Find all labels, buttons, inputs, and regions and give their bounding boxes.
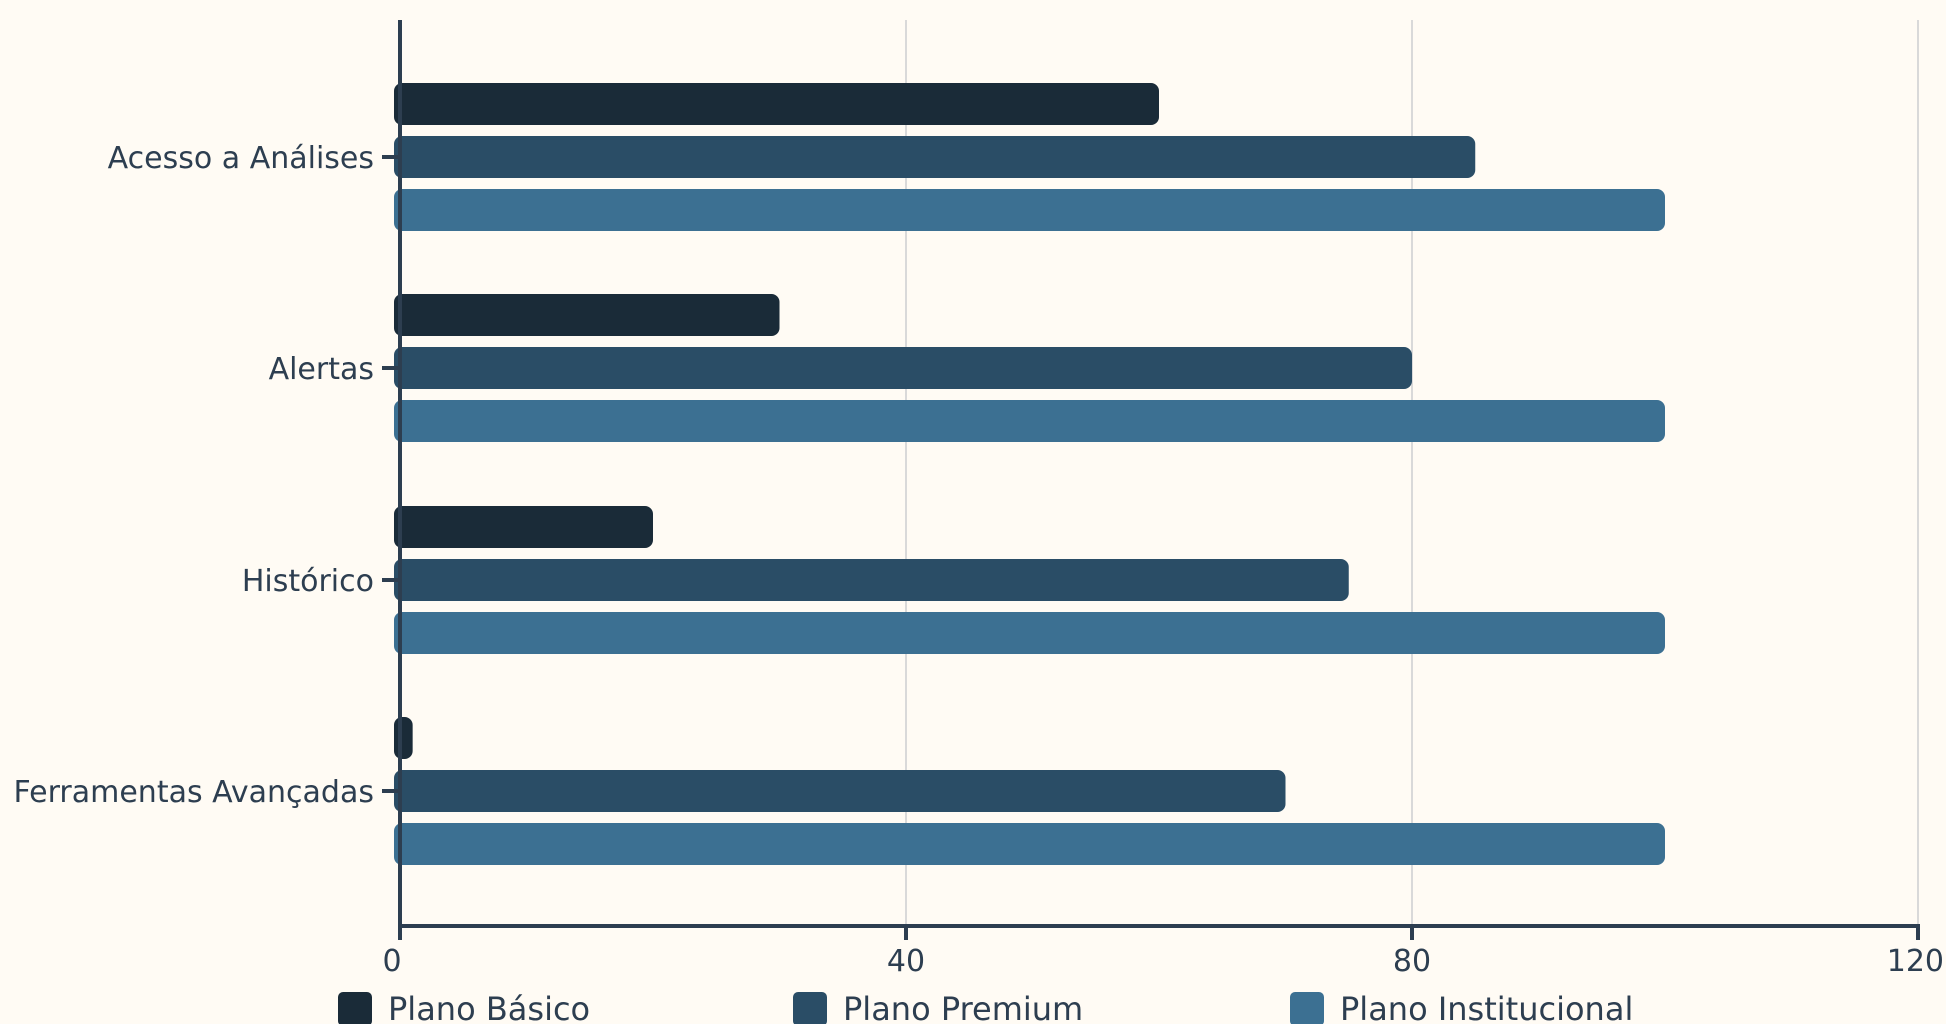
legend-item: Plano Premium	[793, 990, 1083, 1024]
x-tick-labels: 0 40 80 120	[382, 944, 1944, 979]
bar	[394, 189, 1665, 231]
legend-item: Plano Básico	[338, 990, 590, 1024]
bar	[394, 770, 1286, 812]
bar	[394, 717, 413, 759]
legend-label: Plano Premium	[843, 990, 1083, 1024]
bar	[394, 400, 1665, 442]
legend-item: Plano Institucional	[1290, 990, 1633, 1024]
bar	[394, 294, 780, 336]
legend: Plano Básico Plano Premium Plano Instituci…	[338, 990, 1633, 1024]
x-tick-label: 120	[1887, 944, 1944, 979]
x-tick-label: 40	[887, 944, 925, 979]
bar	[394, 136, 1476, 178]
category-label: Ferramentas Avançadas	[14, 775, 374, 810]
bar	[394, 506, 653, 548]
x-tick-label: 80	[1393, 944, 1431, 979]
bars	[394, 83, 1665, 865]
bar	[394, 559, 1349, 601]
category-label: Alertas	[269, 352, 374, 387]
category-labels: Acesso a Análises Alertas Histórico Ferrame…	[14, 141, 374, 810]
bar	[394, 347, 1412, 389]
bar	[394, 83, 1159, 125]
bar	[394, 612, 1665, 654]
category-label: Histórico	[242, 564, 374, 599]
legend-swatch	[338, 992, 372, 1024]
category-label: Acesso a Análises	[108, 141, 374, 176]
axes	[382, 20, 1920, 940]
bar	[394, 823, 1665, 865]
legend-label: Plano Institucional	[1340, 990, 1633, 1024]
legend-swatch	[793, 992, 827, 1024]
x-tick-label: 0	[382, 944, 401, 979]
legend-swatch	[1290, 992, 1324, 1024]
legend-label: Plano Básico	[388, 990, 590, 1024]
